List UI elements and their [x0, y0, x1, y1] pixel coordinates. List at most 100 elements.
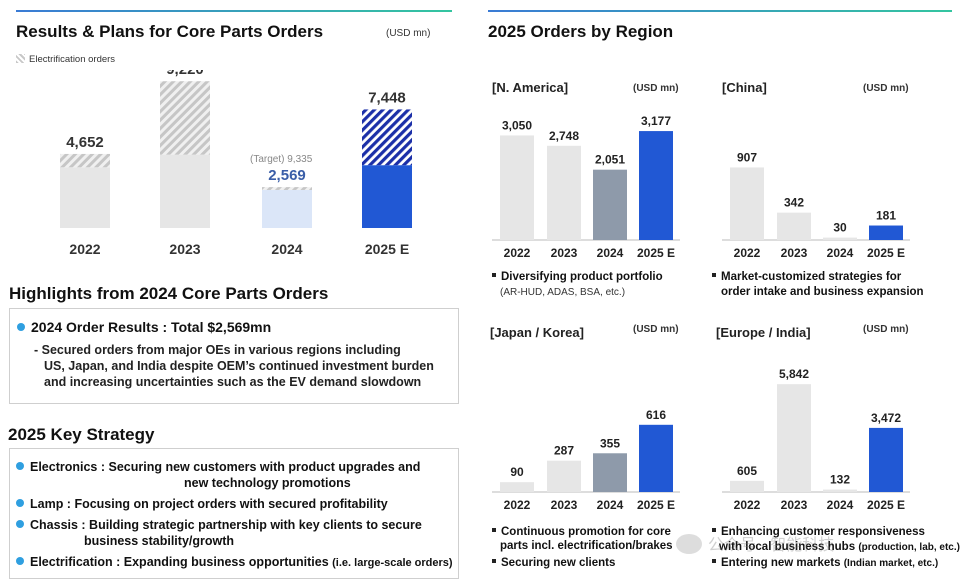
strategy-item-chassis: Chassis : Building strategic partnership…: [16, 518, 422, 532]
bar: [823, 489, 857, 492]
legend-hatch-swatch: [16, 54, 25, 63]
highlights-box: [9, 308, 459, 404]
jk-unit: (USD mn): [633, 324, 679, 335]
bar: [500, 135, 534, 240]
bar: [547, 145, 581, 240]
highlights-headline-text: 2024 Order Results : Total $2,569mn: [31, 319, 272, 335]
na-title: [N. America]: [492, 80, 569, 95]
eu-note-text: with local business hubs: [719, 541, 856, 553]
china-note-text: Market-customized strategies for: [721, 271, 902, 283]
china-chart: 907 2022 342 2023 30 2024 181 2025 E: [722, 150, 910, 260]
category-label: 2023: [551, 498, 578, 512]
value-label: 287: [554, 444, 574, 458]
legend: Electrification orders: [16, 54, 115, 65]
value-label: 4,652: [66, 134, 104, 151]
jk-note-2: parts incl. electrification/brakes: [500, 540, 673, 552]
category-label: 2023: [781, 498, 808, 512]
value-label: 2,748: [549, 129, 579, 143]
bullet-icon: [16, 499, 24, 507]
bullet-icon: [16, 462, 24, 470]
na-chart: 3,050 2022 2,748 2023 2,051 2024 3,177 2025 E: [492, 114, 680, 260]
value-label: 355: [600, 436, 620, 450]
bar: [639, 424, 673, 492]
note-bullet-icon: [712, 559, 716, 563]
value-label: 30: [833, 221, 847, 235]
category-label: 2022: [734, 498, 761, 512]
eu-note-2: with local business hubs (production, la…: [719, 541, 960, 553]
bar-solid: [262, 189, 312, 228]
value-label: 90: [510, 465, 524, 479]
eu-note-small: (Indian market, etc.): [843, 558, 939, 569]
bar: [869, 225, 903, 240]
jk-note-text: Continuous promotion for core: [501, 526, 671, 538]
highlights-line-3: and increasing uncertainties such as the…: [44, 375, 422, 389]
strategy-item-electronics-cont: new technology promotions: [184, 476, 351, 490]
eu-title: [Europe / India]: [716, 325, 811, 340]
category-label: 2022: [734, 246, 761, 260]
value-label: 181: [876, 209, 896, 223]
jk-note-text: Securing new clients: [501, 557, 616, 569]
bar: [730, 167, 764, 240]
strategy-title: 2025 Key Strategy: [8, 425, 155, 444]
region-title: 2025 Orders by Region: [488, 22, 674, 41]
bar-electrification: [362, 109, 412, 166]
note-bullet-icon: [712, 528, 716, 532]
category-label: 2022: [69, 241, 100, 257]
eu-chart: 605 2022 5,842 2023 132 2024 3,472 2025 E: [722, 367, 910, 512]
china-note-2: order intake and business expansion: [721, 286, 924, 298]
value-label: 132: [830, 473, 850, 487]
core-orders-unit: (USD mn): [386, 28, 431, 39]
category-label: 2023: [781, 246, 808, 260]
core-orders-title: Results & Plans for Core Parts Orders: [16, 22, 324, 41]
eu-note-text: Entering new markets: [721, 557, 841, 569]
bar: [500, 482, 534, 492]
bar-electrification: [160, 81, 210, 155]
note-bullet-icon: [492, 559, 496, 563]
category-label: 2025 E: [365, 241, 409, 257]
strategy-item-note: (i.e. large-scale orders): [332, 557, 453, 569]
bar: [869, 427, 903, 492]
value-label: 9,220: [166, 70, 204, 78]
value-label: 616: [646, 408, 666, 422]
category-label: 2023: [169, 241, 200, 257]
strategy-item-text: Lamp : Focusing on project orders with s…: [30, 497, 388, 511]
bar: [593, 453, 627, 492]
na-unit: (USD mn): [633, 83, 679, 94]
value-label: 5,842: [779, 367, 809, 381]
note-bullet-icon: [712, 273, 716, 277]
bullet-icon: [16, 557, 24, 565]
category-label: 2025 E: [637, 246, 675, 260]
bar-solid: [362, 165, 412, 228]
value-label: 3,472: [871, 411, 901, 425]
strategy-item-chassis-cont: business stability/growth: [84, 534, 235, 548]
value-label: 907: [737, 150, 757, 164]
bar: [823, 237, 857, 240]
jk-note-1: Continuous promotion for core: [492, 526, 671, 538]
wechat-icon: [676, 534, 702, 554]
bar: [639, 131, 673, 240]
value-label: 605: [737, 464, 757, 478]
category-label: 2024: [597, 246, 624, 260]
watermark-text: 公众号 · 智能科技: [708, 537, 835, 554]
top-accent-line-right: [488, 10, 952, 12]
highlights-line-1: - Secured orders from major OEs in vario…: [34, 343, 401, 357]
bar-solid: [60, 167, 110, 228]
bar: [730, 480, 764, 492]
note-bullet-icon: [492, 528, 496, 532]
jk-note-3: Securing new clients: [492, 557, 615, 569]
note-bullet-icon: [492, 273, 496, 277]
highlights-line-2: US, Japan, and India despite OEM’s conti…: [44, 359, 434, 373]
legend-label: Electrification orders: [29, 54, 116, 65]
category-label: 2025 E: [867, 498, 905, 512]
bar-solid: [160, 154, 210, 228]
category-label: 2023: [551, 246, 578, 260]
category-label: 2025 E: [637, 498, 675, 512]
china-unit: (USD mn): [863, 83, 909, 94]
strategy-item-electrification: Electrification : Expanding business opp…: [16, 555, 453, 569]
bar-electrification: [262, 187, 312, 190]
value-label: 3,050: [502, 118, 532, 132]
na-note-1: Diversifying product portfolio: [492, 271, 663, 283]
na-note-text: Diversifying product portfolio: [501, 271, 663, 283]
eu-note-1: Enhancing customer responsiveness: [712, 526, 925, 538]
top-accent-line-left: [16, 10, 452, 12]
